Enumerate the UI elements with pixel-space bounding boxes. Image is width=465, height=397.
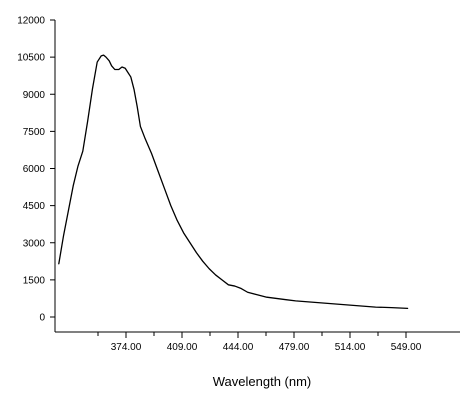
x-tick-label: 479.00 xyxy=(279,342,310,353)
x-ticks: 374.00 409.00 444.00 479.00 514.00 549.00 xyxy=(97,332,422,353)
y-tick-label: 10500 xyxy=(17,53,45,64)
y-tick-label: 1500 xyxy=(23,275,46,286)
y-ticks: 0 1500 3000 4500 6000 7500 9000 10500 12000 xyxy=(17,16,55,324)
y-tick-label: 0 xyxy=(39,313,45,324)
x-tick-label: 374.00 xyxy=(111,342,142,353)
series-layer xyxy=(58,54,409,309)
y-tick-label: 12000 xyxy=(17,16,45,27)
x-tick-label: 514.00 xyxy=(335,342,366,353)
axes xyxy=(54,20,460,333)
x-tick-label: 549.00 xyxy=(391,342,422,353)
y-tick-label: 6000 xyxy=(23,164,46,175)
series-line xyxy=(58,54,409,309)
x-tick-label: 444.00 xyxy=(223,342,254,353)
x-axis-title: Wavelength (nm) xyxy=(213,374,312,389)
y-tick-label: 3000 xyxy=(23,238,46,249)
y-tick-label: 9000 xyxy=(23,90,46,101)
y-tick-label: 4500 xyxy=(23,201,46,212)
x-tick-label: 409.00 xyxy=(167,342,198,353)
y-tick-label: 7500 xyxy=(23,127,46,138)
